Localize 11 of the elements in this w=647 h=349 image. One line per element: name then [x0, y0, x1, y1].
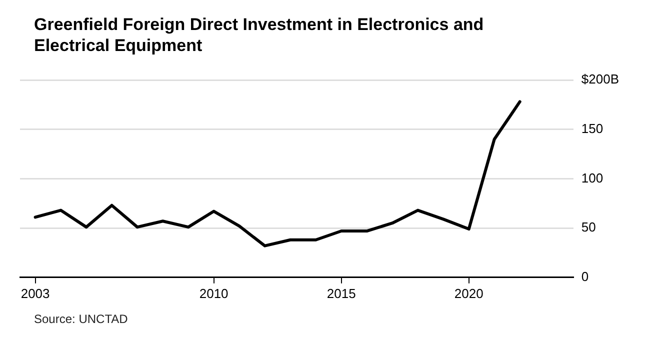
y-tick-label: 150: [581, 120, 604, 136]
y-tick-label: 100: [581, 170, 604, 186]
x-tick-label: 2003: [20, 286, 50, 301]
x-tick-label: 2015: [326, 286, 356, 301]
source-note: Source: UNCTAD: [34, 312, 128, 326]
x-tick-label: 2010: [199, 286, 228, 301]
x-tick-label: 2020: [454, 286, 484, 301]
y-tick-label: 0: [581, 268, 589, 284]
chart-title: Greenfield Foreign Direct Investment in Electronics and Electrical Equipment: [34, 14, 485, 56]
y-tick-label: $200B: [581, 72, 620, 87]
y-tick-label: 50: [581, 220, 596, 235]
